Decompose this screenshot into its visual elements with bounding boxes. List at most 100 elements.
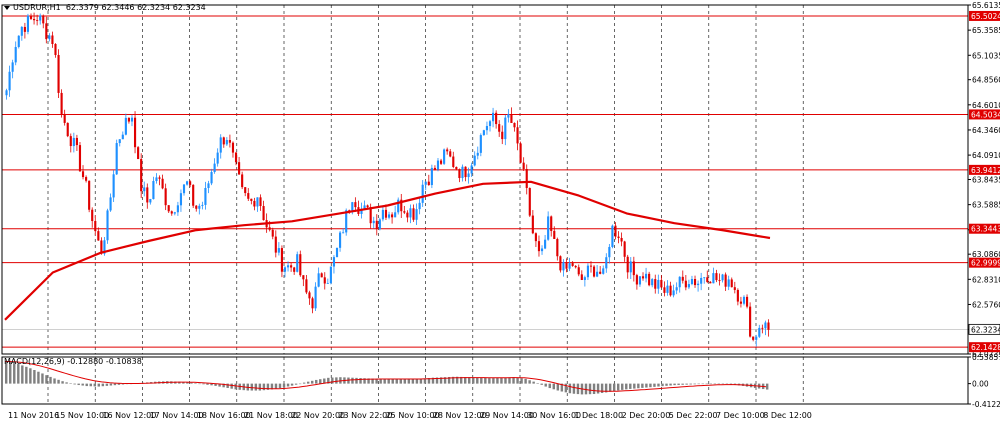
macd-bar (306, 381, 310, 384)
candle-body (78, 145, 82, 172)
candle-body (381, 209, 384, 220)
candle-body (305, 279, 308, 293)
candle-body (222, 137, 225, 145)
candle-body (761, 327, 764, 329)
macd-bar (250, 383, 254, 391)
candle-body (678, 276, 681, 288)
macd-bar (645, 383, 648, 388)
macd-bar (206, 383, 209, 385)
candle-body (654, 279, 657, 289)
candle-body (201, 204, 204, 206)
candle-body (574, 265, 577, 268)
candle-body (290, 265, 293, 268)
macd-bar (568, 383, 572, 394)
candle-body (66, 122, 69, 137)
candle-body (651, 279, 654, 286)
macd-bar (105, 383, 109, 386)
candle-body (495, 112, 498, 125)
candle-body (623, 241, 626, 257)
candle-body (553, 230, 556, 239)
macd-bar (5, 361, 8, 384)
candle-body (216, 152, 219, 164)
macd-bar (685, 383, 688, 385)
macd-bar (528, 380, 531, 384)
y-tick-label: 65.3585 (972, 26, 1000, 35)
candle-body (537, 241, 541, 252)
candle-body (693, 279, 697, 286)
candle-body (109, 197, 112, 211)
candle-body (507, 114, 510, 118)
candle-body (427, 181, 430, 186)
candle-body (614, 225, 617, 237)
macd-header: MACD(12,26,9) -0.12880 -0.10838 (4, 357, 142, 366)
candle-body (397, 199, 400, 213)
macd-bar (262, 383, 266, 391)
candle-body (467, 173, 470, 178)
candle-body (149, 199, 152, 203)
macd-bar (721, 383, 725, 385)
y-tick-label: 65.6135 (972, 1, 1000, 10)
candle-body (736, 289, 739, 302)
candle-body (140, 159, 143, 192)
macd-bar (423, 378, 427, 384)
x-tick-label: 25 Nov 10:00 (386, 411, 440, 420)
candle-body (48, 35, 51, 40)
candle-body (430, 167, 433, 186)
dropdown-triangle-icon[interactable] (4, 5, 10, 10)
candle-body (443, 149, 446, 164)
symbol-label: USDRUR,H1 (13, 3, 61, 12)
macd-bar (367, 378, 370, 384)
candle-body (317, 273, 320, 287)
macd-bar (560, 383, 564, 392)
candle-body (473, 155, 476, 166)
y-tick-label: 65.1035 (972, 51, 1000, 60)
candle-body (424, 181, 427, 185)
candle-body (207, 183, 210, 188)
macd-bar (548, 383, 551, 389)
macd-bar (629, 383, 632, 389)
candle-body (745, 296, 749, 307)
candle-body (69, 136, 72, 147)
candle-body (173, 212, 176, 214)
macd-bar (468, 377, 471, 384)
candle-body (133, 117, 137, 148)
macd-bar (13, 363, 16, 384)
macd-bar (520, 378, 523, 384)
candle-body (42, 15, 45, 24)
macd-bar (552, 383, 555, 390)
candle-body (5, 90, 8, 96)
candle-body (724, 274, 727, 287)
candle-body (700, 277, 703, 284)
macd-bar (697, 383, 700, 385)
macd-bar (576, 383, 580, 395)
macd-bar (657, 383, 660, 387)
candle-body (718, 280, 721, 281)
candle-body (329, 266, 332, 284)
candle-body (94, 221, 97, 232)
x-tick-label: 7 Dec 10:00 (716, 411, 765, 420)
macd-bar (673, 383, 676, 386)
candle-body (488, 121, 492, 127)
candle-body (314, 286, 317, 309)
candle-body (91, 209, 94, 222)
candle-body (669, 285, 672, 296)
macd-bar (17, 364, 20, 384)
candle-body (452, 156, 455, 167)
macd-bar (230, 383, 233, 389)
x-tick-label: 28 Nov 12:00 (433, 411, 487, 420)
candle-body (26, 15, 30, 32)
macd-bar (592, 383, 596, 395)
candle-body (764, 322, 767, 329)
candle-body (63, 113, 66, 123)
macd-y-tick-label: 0.53857 (972, 353, 1000, 362)
candle-body (648, 273, 651, 286)
candle-body (559, 256, 562, 271)
candle-body (182, 184, 186, 194)
candle-body (400, 199, 403, 212)
candle-body (403, 211, 406, 213)
candle-body (14, 46, 17, 63)
y-tick-label: 64.3460 (972, 126, 1000, 135)
y-tick-label: 64.8560 (972, 76, 1000, 85)
candle-body (363, 205, 366, 209)
